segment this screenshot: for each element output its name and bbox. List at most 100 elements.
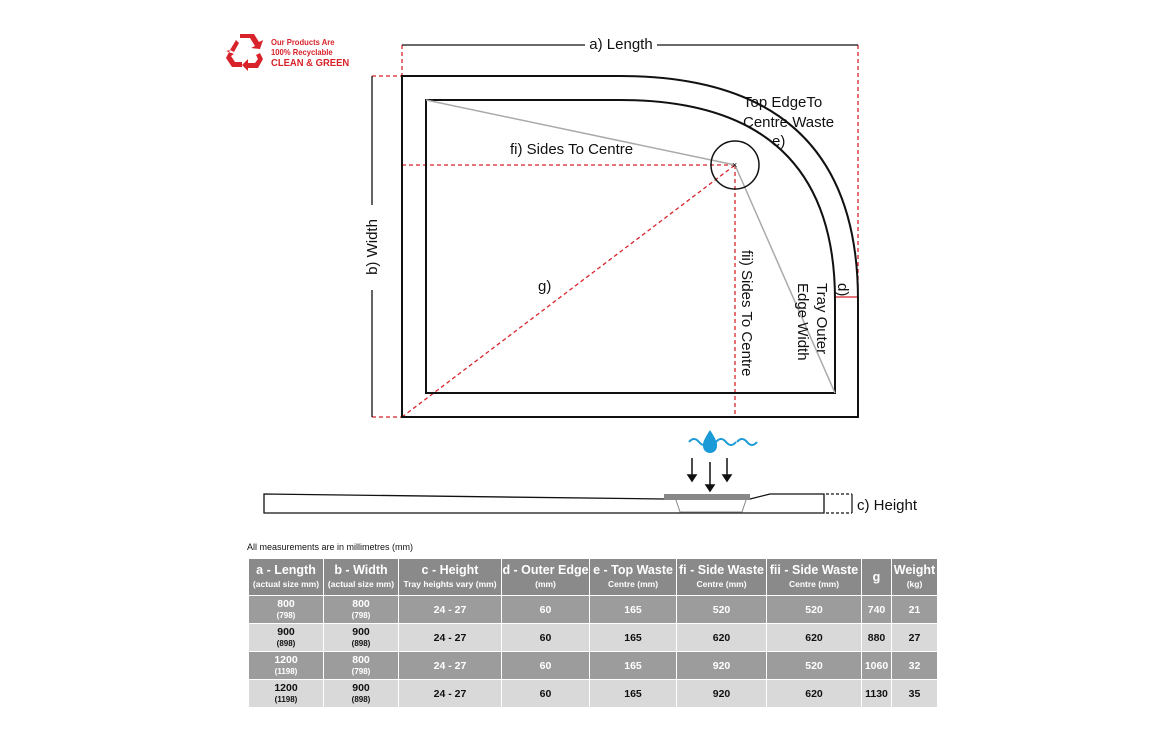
cell-value: 1200 (274, 653, 298, 666)
cell-value: 60 (539, 631, 552, 644)
cell-value: 165 (624, 659, 642, 672)
cell-actual: (898) (351, 694, 371, 704)
cell-actual: (798) (351, 666, 371, 676)
cell-value: 60 (539, 687, 552, 700)
cell-d: 60 (501, 651, 590, 680)
guide-lines (425, 99, 836, 394)
fi-label: fi) Sides To Centre (510, 141, 633, 158)
cell-value: 800 (352, 653, 370, 666)
cell-b: 800 (798) (323, 651, 399, 680)
cell-value: 920 (712, 659, 731, 672)
cell-g: 740 (861, 595, 892, 624)
header-main: d - Outer Edge (502, 563, 589, 577)
column-header: b - Width (actual size mm) (323, 558, 399, 596)
cell-a: 900 (898) (248, 623, 324, 652)
cell-e: 165 (589, 651, 677, 680)
column-header: e - Top Waste Centre (mm) (589, 558, 677, 596)
top-edge-label-2: Centre Waste (743, 114, 834, 131)
header-main: b - Width (334, 563, 388, 577)
cell-weight: 35 (891, 679, 938, 708)
cell-value: 520 (805, 603, 823, 616)
cell-d: 60 (501, 679, 590, 708)
cell-actual: (898) (351, 638, 371, 648)
cell-g: 880 (861, 623, 892, 652)
water-drop-icon (688, 430, 758, 453)
cell-value: 24 - 27 (433, 659, 467, 672)
cell-fi: 920 (676, 679, 767, 708)
header-main: fii - Side Waste (769, 563, 859, 577)
header-main: c - Height (421, 563, 479, 577)
cell-e: 165 (589, 679, 677, 708)
cell-g: 1130 (861, 679, 892, 708)
header-sub: (mm) (535, 579, 556, 589)
cell-value: 165 (624, 631, 642, 644)
cell-value: 620 (805, 687, 823, 700)
logo-line-3: CLEAN & GREEN (271, 57, 350, 69)
table-row: 1200 (1198) 800 (798) 24 - 27 60 165 920 520 1060… (248, 651, 938, 680)
cell-c: 24 - 27 (398, 595, 502, 624)
header-sub: (actual size mm) (327, 579, 395, 589)
cell-g: 1060 (861, 651, 892, 680)
cell-value: 60 (539, 659, 552, 672)
height-label: c) Height (857, 497, 918, 514)
cell-value: 1060 (864, 659, 889, 672)
cell-value: 165 (624, 603, 642, 616)
column-header: c - Height Tray heights vary (mm) (398, 558, 502, 596)
cell-actual: (898) (276, 638, 296, 648)
cell-c: 24 - 27 (398, 651, 502, 680)
column-header: a - Length (actual size mm) (248, 558, 324, 596)
g-label: g) (538, 278, 551, 295)
length-label: a) Length (589, 36, 652, 53)
logo-line-1: Our Products Are (271, 37, 335, 47)
column-header: Weight (kg) (891, 558, 938, 596)
cell-fii: 620 (766, 679, 862, 708)
table-row: 1200 (1198) 900 (898) 24 - 27 60 165 920 620 1130… (248, 679, 938, 708)
header-sub: Centre (mm) (788, 579, 840, 589)
tray-outer-edge (401, 75, 859, 418)
cell-value: 800 (352, 597, 370, 610)
header-sub: (actual size mm) (252, 579, 320, 589)
column-header: d - Outer Edge (mm) (501, 558, 590, 596)
dimension-guides (372, 45, 859, 418)
cell-fi: 920 (676, 651, 767, 680)
cell-value: 620 (805, 631, 823, 644)
dimensions-table: a - Length (actual size mm) b - Width (actu… (248, 558, 938, 708)
width-label: b) Width (364, 219, 381, 275)
outer-edge-label-2: Edge Width (794, 283, 811, 361)
cell-b: 900 (898) (323, 623, 399, 652)
header-sub: Centre (mm) (696, 579, 747, 589)
header-sub: (kg) (906, 579, 923, 589)
cell-value: 740 (867, 603, 886, 616)
cell-fii: 520 (766, 651, 862, 680)
header-sub: Centre (mm) (607, 579, 659, 589)
cell-fi: 520 (676, 595, 767, 624)
header-main: e - Top Waste (593, 563, 673, 577)
logo-line-2: 100% Recyclable (271, 47, 333, 57)
dimension-lines (371, 44, 858, 417)
header-main: a - Length (256, 563, 316, 577)
column-header: g (861, 558, 892, 596)
header-main: g (872, 570, 881, 584)
cell-b: 800 (798) (323, 595, 399, 624)
arrow-down-icons (686, 458, 733, 493)
cell-value: 920 (712, 687, 731, 700)
cell-value: 32 (908, 659, 921, 672)
cell-value: 520 (712, 603, 731, 616)
column-header: fii - Side Waste Centre (mm) (766, 558, 862, 596)
top-edge-label-1: Top EdgeTo (743, 94, 822, 111)
header-sub: Tray heights vary (mm) (403, 579, 497, 589)
recyclable-logo-text: Our Products Are 100% Recyclable CLEAN &… (271, 37, 349, 69)
height-dimension (826, 493, 852, 514)
cell-value: 24 - 27 (433, 687, 467, 700)
header-main: Weight (893, 563, 936, 577)
table-row: 800 (798) 800 (798) 24 - 27 60 165 520 520 740 21 (248, 595, 938, 624)
cell-value: 1130 (865, 687, 888, 700)
cell-c: 24 - 27 (398, 679, 502, 708)
header-main: fi - Side Waste (679, 563, 764, 577)
cell-actual: (1198) (274, 666, 298, 676)
cell-value: 900 (352, 625, 370, 638)
cell-fii: 620 (766, 623, 862, 652)
cell-value: 900 (277, 625, 295, 638)
cell-actual: (798) (351, 610, 371, 620)
cell-value: 880 (867, 631, 886, 644)
